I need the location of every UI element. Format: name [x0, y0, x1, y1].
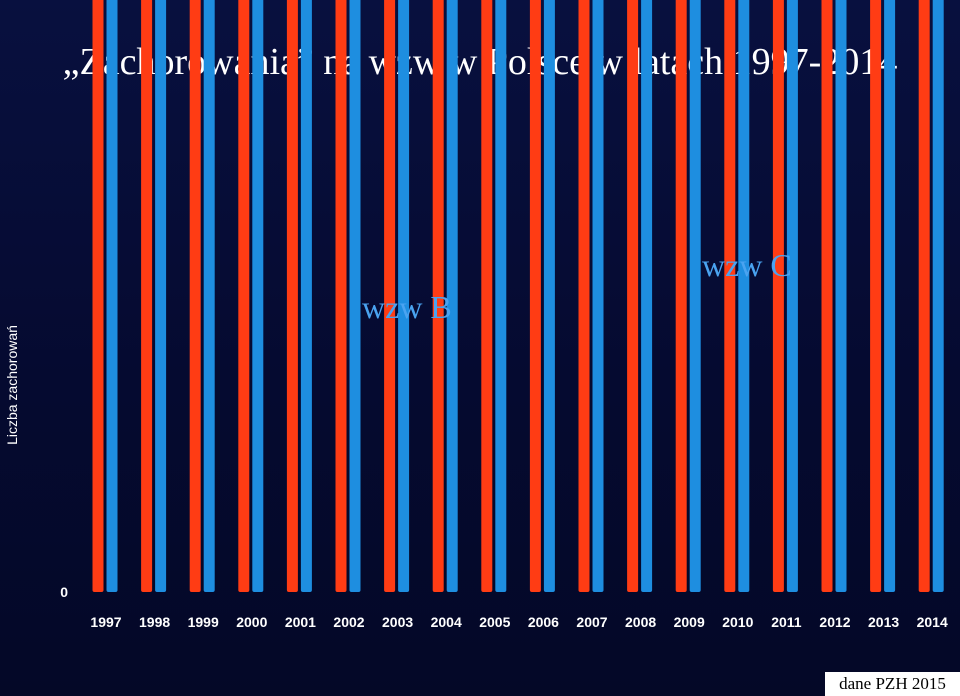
- x-tick-label: 1999: [188, 614, 219, 630]
- x-tick-label: 2007: [576, 614, 607, 630]
- bar-wzw-c: [884, 0, 896, 592]
- x-tick-label: 2010: [722, 614, 753, 630]
- x-tick-label: 2014: [917, 614, 948, 630]
- bar-wzw-b: [92, 0, 104, 592]
- annotation-wzw-b: wzw B: [362, 289, 452, 325]
- bar-wzw-c: [446, 0, 458, 592]
- x-tick-label: 2006: [528, 614, 559, 630]
- bar-wzw-b: [529, 0, 541, 592]
- y-axis: 010002000300040005000: [60, 584, 68, 600]
- bar-wzw-b: [627, 0, 639, 592]
- x-tick-label: 2002: [333, 614, 364, 630]
- bar-wzw-b: [675, 0, 687, 592]
- bar-wzw-c: [106, 0, 118, 592]
- bar-wzw-c: [835, 0, 847, 592]
- y-axis-label: Liczba zachorowań: [4, 325, 20, 445]
- bar-wzw-c: [495, 0, 507, 592]
- bar-wzw-c: [689, 0, 701, 592]
- bar-wzw-c: [398, 0, 410, 592]
- bar-wzw-c: [155, 0, 167, 592]
- x-tick-label: 2012: [819, 614, 850, 630]
- bar-wzw-b: [772, 0, 784, 592]
- bar-wzw-b: [238, 0, 250, 592]
- x-axis: 1997 1998 1999 2000 2001 2002 2003 2004 2005 2006…: [90, 614, 948, 630]
- bar-wzw-b: [821, 0, 833, 592]
- bar-wzw-b: [384, 0, 396, 592]
- bar-wzw-b: [918, 0, 930, 592]
- bar-wzw-b: [870, 0, 882, 592]
- annotation-wzw-c: wzw C: [702, 247, 792, 283]
- bar-wzw-c: [300, 0, 312, 592]
- bar-wzw-c: [203, 0, 215, 592]
- x-tick-label: 2008: [625, 614, 656, 630]
- x-tick-label: 2009: [674, 614, 705, 630]
- bar-wzw-b: [724, 0, 736, 592]
- bar-wzw-b: [432, 0, 444, 592]
- bar-wzw-c: [786, 0, 798, 592]
- bar-wzw-b: [141, 0, 153, 592]
- bar-wzw-b: [481, 0, 493, 592]
- source-note: dane PZH 2015: [825, 672, 960, 696]
- x-tick-label: 2000: [236, 614, 267, 630]
- bar-wzw-b: [286, 0, 298, 592]
- chart-title: „Zachorowania” na wzw w Polsce w latach …: [62, 41, 898, 83]
- bar-wzw-b: [335, 0, 347, 592]
- x-tick-label: 2004: [431, 614, 462, 630]
- bar-wzw-c: [641, 0, 653, 592]
- bar-wzw-c: [252, 0, 264, 592]
- bar-wzw-c: [592, 0, 604, 592]
- x-tick-label: 2001: [285, 614, 316, 630]
- bar-wzw-b: [189, 0, 201, 592]
- bar-wzw-c: [543, 0, 555, 592]
- bar-wzw-c: [932, 0, 944, 592]
- x-tick-label: 2013: [868, 614, 899, 630]
- y-tick-label: 0: [60, 584, 68, 600]
- x-tick-label: 2003: [382, 614, 413, 630]
- x-tick-label: 1998: [139, 614, 170, 630]
- x-tick-label: 2011: [771, 614, 802, 630]
- bar-wzw-c: [738, 0, 750, 592]
- bar-wzw-b: [578, 0, 590, 592]
- x-tick-label: 2005: [479, 614, 510, 630]
- bar-wzw-c: [349, 0, 361, 592]
- x-tick-label: 1997: [90, 614, 121, 630]
- bars-group: [92, 0, 944, 592]
